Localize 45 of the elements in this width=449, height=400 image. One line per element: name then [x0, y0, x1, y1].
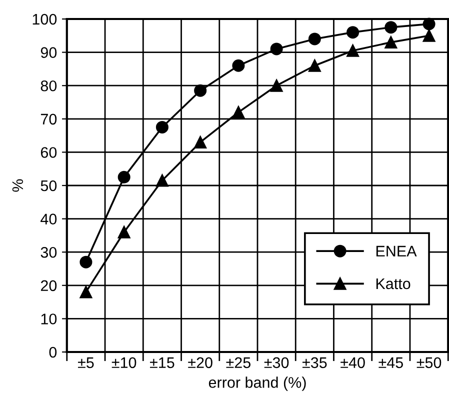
x-tick-label: ±35 [302, 357, 327, 368]
x-tick-label: ±20 [188, 357, 212, 368]
legend-label: Katto [376, 278, 410, 290]
point [384, 21, 398, 34]
point [270, 42, 283, 56]
x-tick-label: ±25 [226, 357, 250, 368]
y-tick-label: 50 [40, 180, 57, 192]
y-tick-label: 80 [40, 80, 57, 92]
y-tick-label: 70 [40, 114, 57, 125]
point [308, 32, 321, 46]
x-axis-title: error band (%) [208, 376, 306, 391]
point [346, 26, 360, 39]
legend-label: ENEA [376, 246, 417, 256]
x-tick-label: ±15 [150, 357, 174, 368]
y-tick-label: 40 [40, 214, 57, 224]
point [422, 29, 436, 42]
point [80, 256, 92, 268]
point [346, 44, 360, 57]
point [194, 136, 207, 148]
y-tick-label: 0 [49, 346, 57, 358]
point [194, 84, 207, 97]
point [156, 174, 168, 187]
point [232, 59, 245, 72]
x-tick-label: ±40 [340, 357, 365, 368]
point [156, 120, 168, 134]
y-axis-title: % [12, 179, 24, 192]
x-tick-label: ±30 [264, 357, 289, 368]
point [422, 18, 436, 30]
x-tick-label: ±50 [416, 357, 442, 368]
y-tick-label: 90 [40, 47, 57, 58]
y-tick-label: 60 [40, 147, 57, 158]
point [80, 286, 92, 298]
point [270, 79, 283, 92]
point [308, 59, 321, 72]
point [384, 36, 398, 49]
point [118, 170, 130, 184]
point [118, 226, 130, 238]
point [232, 106, 245, 118]
y-tick-label: 10 [41, 314, 57, 324]
y-tick-label: 100 [32, 14, 57, 25]
x-tick-label: ±45 [378, 357, 403, 368]
y-tick-label: 30 [40, 246, 57, 258]
y-tick-label: 20 [40, 280, 57, 292]
x-tick-label: ±10 [112, 357, 136, 368]
x-tick-label: ±5 [78, 357, 94, 368]
